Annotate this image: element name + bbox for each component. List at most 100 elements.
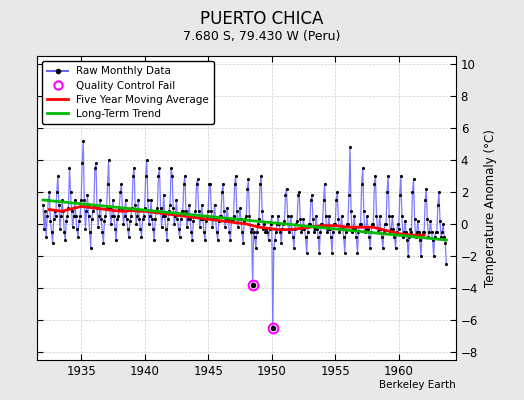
Point	[89, 208, 97, 214]
Point	[206, 181, 214, 187]
Point	[369, 221, 377, 227]
Point	[139, 213, 148, 219]
Point	[91, 165, 99, 171]
Point	[51, 213, 60, 219]
Point	[246, 229, 255, 235]
Point	[434, 202, 442, 208]
Point	[41, 208, 49, 214]
Point	[148, 216, 156, 222]
Point	[357, 181, 366, 187]
Point	[299, 216, 308, 222]
Point	[70, 213, 78, 219]
Point	[296, 216, 304, 222]
Point	[173, 216, 182, 222]
Point	[345, 192, 353, 198]
Point	[82, 208, 91, 214]
Point	[222, 216, 231, 222]
Point	[250, 234, 259, 240]
Point	[400, 229, 408, 235]
Point	[99, 240, 107, 246]
Point	[353, 250, 362, 256]
Point	[212, 229, 221, 235]
Point	[302, 250, 311, 256]
Point	[287, 213, 295, 219]
Point	[238, 229, 246, 235]
Point	[161, 226, 170, 232]
Point	[159, 192, 168, 198]
Point	[428, 229, 436, 235]
Point	[104, 157, 113, 163]
Point	[219, 181, 227, 187]
Point	[93, 205, 101, 211]
Point	[332, 197, 341, 203]
Point	[257, 173, 265, 179]
Point	[411, 234, 420, 240]
Point	[395, 226, 403, 232]
Point	[403, 237, 411, 243]
Point	[187, 229, 195, 235]
Point	[158, 213, 167, 219]
Point	[150, 237, 158, 243]
Point	[131, 202, 139, 208]
Point	[180, 181, 188, 187]
Point	[378, 234, 386, 240]
Point	[304, 221, 313, 227]
Point	[62, 218, 71, 224]
Point	[436, 218, 444, 224]
Point	[253, 229, 261, 235]
Point	[122, 197, 130, 203]
Point	[392, 229, 401, 235]
Point	[274, 213, 282, 219]
Point	[288, 226, 296, 232]
Point	[407, 229, 416, 235]
Point	[198, 202, 206, 208]
Point	[422, 186, 430, 192]
Point	[193, 176, 202, 182]
Point	[80, 197, 89, 203]
Point	[383, 189, 391, 195]
Point	[202, 218, 210, 224]
Point	[182, 208, 190, 214]
Point	[441, 240, 450, 246]
Point	[255, 216, 263, 222]
Point	[47, 229, 56, 235]
Point	[138, 216, 147, 222]
Point	[119, 221, 128, 227]
Point	[160, 213, 169, 219]
Point	[307, 197, 315, 203]
Point	[78, 160, 86, 166]
Point	[328, 250, 336, 256]
Point	[380, 229, 388, 235]
Point	[46, 218, 54, 224]
Point	[56, 226, 64, 232]
Point	[402, 229, 410, 235]
Point	[399, 234, 407, 240]
Point	[387, 226, 396, 232]
Point	[169, 205, 178, 211]
Point	[144, 197, 152, 203]
Y-axis label: Temperature Anomaly (°C): Temperature Anomaly (°C)	[484, 129, 497, 287]
Point	[430, 253, 438, 259]
Point	[156, 205, 165, 211]
Point	[209, 216, 217, 222]
Point	[352, 234, 361, 240]
Point	[431, 234, 439, 240]
Point	[300, 226, 309, 232]
Point	[174, 226, 183, 232]
Point	[343, 221, 351, 227]
Point	[141, 173, 150, 179]
Point	[191, 208, 200, 214]
Point	[220, 208, 228, 214]
Point	[286, 226, 294, 232]
Point	[325, 213, 333, 219]
Point	[412, 229, 421, 235]
Point	[298, 226, 307, 232]
Point	[68, 208, 76, 214]
Point	[98, 229, 106, 235]
Point	[442, 261, 451, 267]
Point	[280, 218, 289, 224]
Point	[79, 138, 88, 144]
Point	[100, 218, 108, 224]
Point	[405, 234, 413, 240]
Point	[297, 229, 305, 235]
